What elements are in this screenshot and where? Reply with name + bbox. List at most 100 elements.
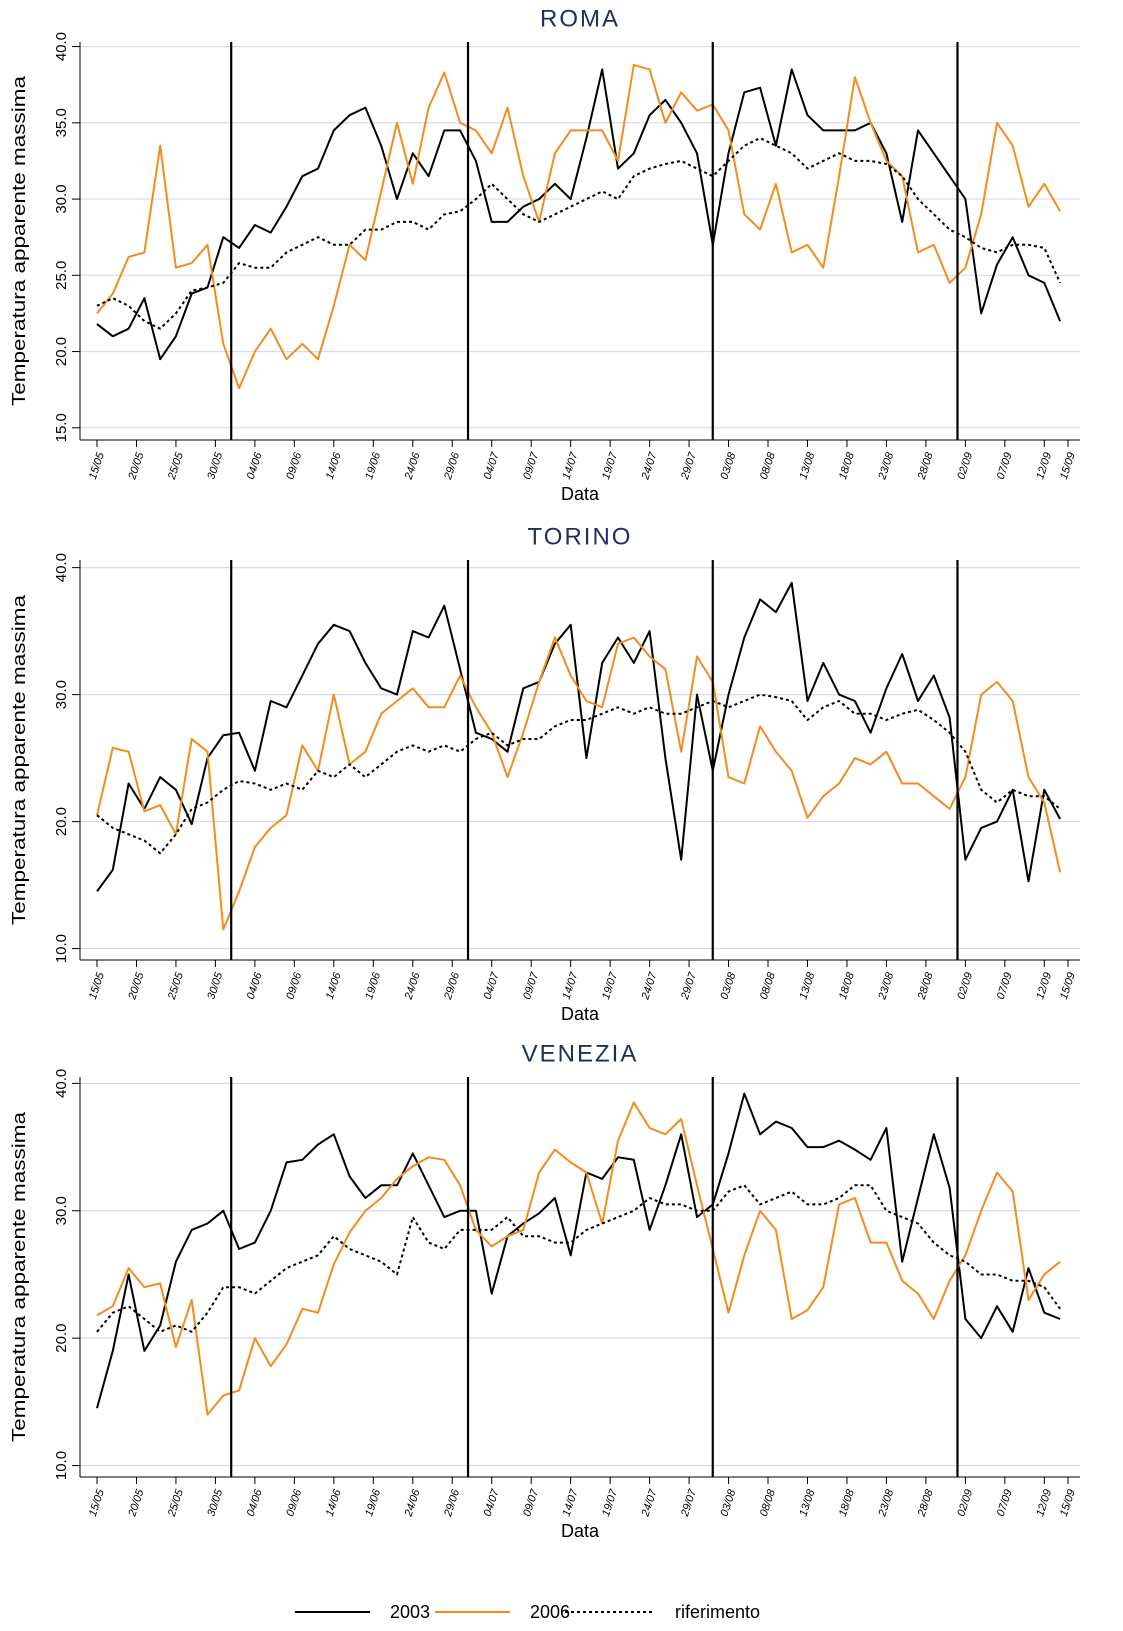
x-tick-label: 20/05 xyxy=(126,450,147,482)
x-tick-label: 25/05 xyxy=(166,970,187,1002)
x-axis-title: Data xyxy=(561,1004,600,1024)
x-tick-label: 29/07 xyxy=(679,970,700,1002)
legend: 2003 2006 riferimento xyxy=(295,1602,760,1622)
x-tick-label: 15/05 xyxy=(87,970,107,1001)
x-tick-label: 12/09 xyxy=(1034,1488,1054,1518)
x-tick-label: 03/08 xyxy=(718,450,738,481)
y-axis-title: Temperatura apparente massima xyxy=(9,594,29,925)
x-tick-label: 29/06 xyxy=(442,450,463,482)
x-tick-label: 24/06 xyxy=(402,1487,423,1519)
legend-label: riferimento xyxy=(675,1602,760,1622)
x-tick-label: 24/07 xyxy=(639,1487,660,1519)
x-tick-label: 13/08 xyxy=(797,450,817,481)
x-axis-title: Data xyxy=(561,484,600,504)
x-tick-label: 28/08 xyxy=(916,450,937,482)
y-tick-label: 35.0 xyxy=(53,108,70,137)
x-tick-label: 29/06 xyxy=(442,1487,463,1519)
x-tick-label: 23/08 xyxy=(876,450,897,482)
x-tick-label: 18/08 xyxy=(837,450,857,481)
x-tick-label: 19/06 xyxy=(363,970,383,1001)
y-tick-label: 40.0 xyxy=(53,32,70,61)
x-tick-label: 14/07 xyxy=(561,970,581,1001)
x-tick-label: 09/06 xyxy=(284,970,304,1001)
y-tick-label: 20.0 xyxy=(53,807,70,836)
x-tick-label: 24/06 xyxy=(402,970,423,1002)
y-tick-label: 10.0 xyxy=(53,1451,70,1480)
chart-title: TORINO xyxy=(528,523,633,550)
x-tick-label: 15/05 xyxy=(87,450,107,481)
x-tick-label: 08/08 xyxy=(758,970,778,1001)
x-tick-label: 29/06 xyxy=(442,970,463,1002)
x-tick-label: 04/06 xyxy=(245,970,265,1001)
legend-label: 2003 xyxy=(390,1602,430,1622)
x-tick-label: 09/07 xyxy=(521,970,541,1001)
x-tick-label: 09/06 xyxy=(284,1487,304,1518)
x-tick-label: 04/06 xyxy=(245,450,265,481)
series-line xyxy=(96,636,1062,931)
x-tick-label: 14/06 xyxy=(324,970,344,1001)
x-tick-label: 03/08 xyxy=(718,970,738,1001)
series-line xyxy=(96,63,1061,390)
x-tick-label: 28/08 xyxy=(916,1487,937,1519)
y-tick-label: 20.0 xyxy=(53,337,70,366)
x-tick-label: 14/06 xyxy=(324,1487,344,1518)
chart-title: ROMA xyxy=(540,5,620,32)
x-tick-label: 18/08 xyxy=(837,1487,857,1518)
x-tick-label: 09/06 xyxy=(284,450,304,481)
x-tick-label: 19/07 xyxy=(600,970,620,1001)
x-tick-label: 07/09 xyxy=(995,451,1015,481)
x-tick-label: 30/05 xyxy=(205,1487,225,1518)
x-tick-label: 24/07 xyxy=(639,970,660,1002)
x-tick-label: 29/07 xyxy=(679,450,700,482)
y-tick-label: 20.0 xyxy=(53,1324,70,1353)
chart-title: VENEZIA xyxy=(522,1040,639,1067)
x-tick-label: 08/08 xyxy=(758,1487,778,1518)
legend-label: 2006 xyxy=(530,1602,570,1622)
series-line xyxy=(96,581,1061,892)
x-tick-label: 14/07 xyxy=(561,1487,581,1518)
x-tick-label: 15/05 xyxy=(87,1487,107,1518)
x-tick-label: 03/08 xyxy=(718,1487,738,1518)
x-tick-label: 15/09 xyxy=(1058,1488,1078,1518)
series-line xyxy=(96,693,1061,855)
x-tick-label: 29/07 xyxy=(679,1487,700,1519)
x-tick-label: 30/05 xyxy=(205,970,225,1001)
x-axis-title: Data xyxy=(561,1521,600,1541)
x-tick-label: 07/09 xyxy=(995,971,1015,1001)
x-tick-label: 15/09 xyxy=(1058,971,1078,1001)
x-tick-label: 07/09 xyxy=(995,1488,1015,1518)
x-tick-label: 09/07 xyxy=(521,1487,541,1518)
x-tick-label: 19/06 xyxy=(363,450,383,481)
x-tick-label: 12/09 xyxy=(1034,451,1054,481)
x-tick-label: 04/07 xyxy=(482,970,502,1001)
x-tick-label: 14/06 xyxy=(324,450,344,481)
y-tick-label: 25.0 xyxy=(53,261,70,290)
x-tick-label: 08/08 xyxy=(758,450,778,481)
y-tick-label: 15.0 xyxy=(53,413,70,442)
x-tick-label: 04/06 xyxy=(245,1487,265,1518)
x-tick-label: 19/07 xyxy=(600,1487,620,1518)
x-tick-label: 14/07 xyxy=(561,450,581,481)
x-tick-label: 02/09 xyxy=(955,971,975,1001)
x-tick-label: 13/08 xyxy=(797,970,817,1001)
x-tick-label: 25/05 xyxy=(166,450,187,482)
x-tick-label: 02/09 xyxy=(955,1488,975,1518)
x-tick-label: 04/07 xyxy=(482,450,502,481)
y-tick-label: 40.0 xyxy=(53,553,70,582)
x-tick-label: 04/07 xyxy=(482,1487,502,1518)
series-line xyxy=(96,137,1062,330)
x-tick-label: 28/08 xyxy=(916,970,937,1002)
series-line xyxy=(96,1184,1061,1333)
y-tick-label: 40.0 xyxy=(53,1069,70,1098)
x-tick-label: 25/05 xyxy=(166,1487,187,1519)
series-line xyxy=(96,68,1062,361)
x-tick-label: 19/07 xyxy=(600,450,620,481)
x-tick-label: 12/09 xyxy=(1034,971,1054,1001)
x-tick-label: 24/07 xyxy=(639,450,660,482)
x-tick-label: 02/09 xyxy=(955,451,975,481)
series-line xyxy=(96,1101,1061,1416)
x-tick-label: 19/06 xyxy=(363,1487,383,1518)
y-tick-label: 30.0 xyxy=(53,1196,70,1225)
panel: TORINO 10.0 20.0 30.0 40.0 15/05 20/05 25/05 30/… xyxy=(9,523,1080,1024)
